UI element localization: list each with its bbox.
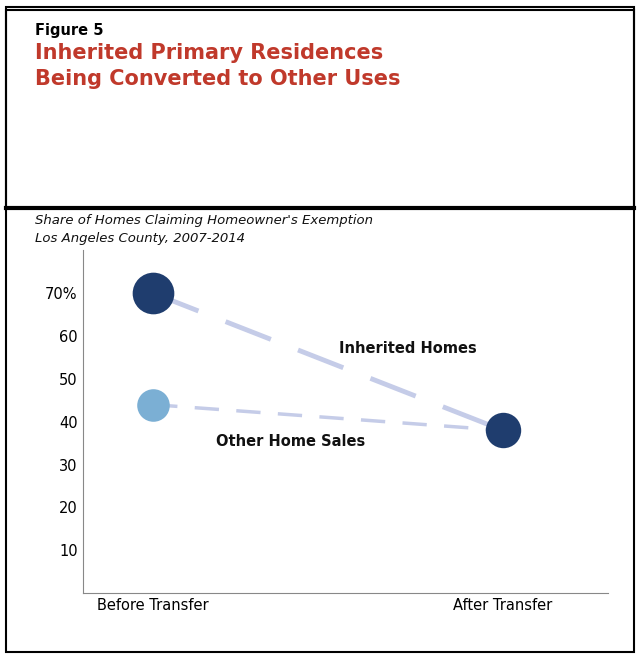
Point <box>148 399 158 410</box>
Text: Inherited Homes: Inherited Homes <box>339 341 476 357</box>
Point <box>498 425 508 436</box>
Text: Share of Homes Claiming Homeowner's Exemption: Share of Homes Claiming Homeowner's Exem… <box>35 214 373 227</box>
Text: Los Angeles County, 2007-2014: Los Angeles County, 2007-2014 <box>35 232 245 245</box>
Text: Figure 5: Figure 5 <box>35 23 104 38</box>
Text: Being Converted to Other Uses: Being Converted to Other Uses <box>35 69 401 89</box>
Point <box>498 425 508 436</box>
Text: Inherited Primary Residences: Inherited Primary Residences <box>35 43 383 63</box>
Text: Other Home Sales: Other Home Sales <box>216 434 365 449</box>
Point <box>148 288 158 299</box>
